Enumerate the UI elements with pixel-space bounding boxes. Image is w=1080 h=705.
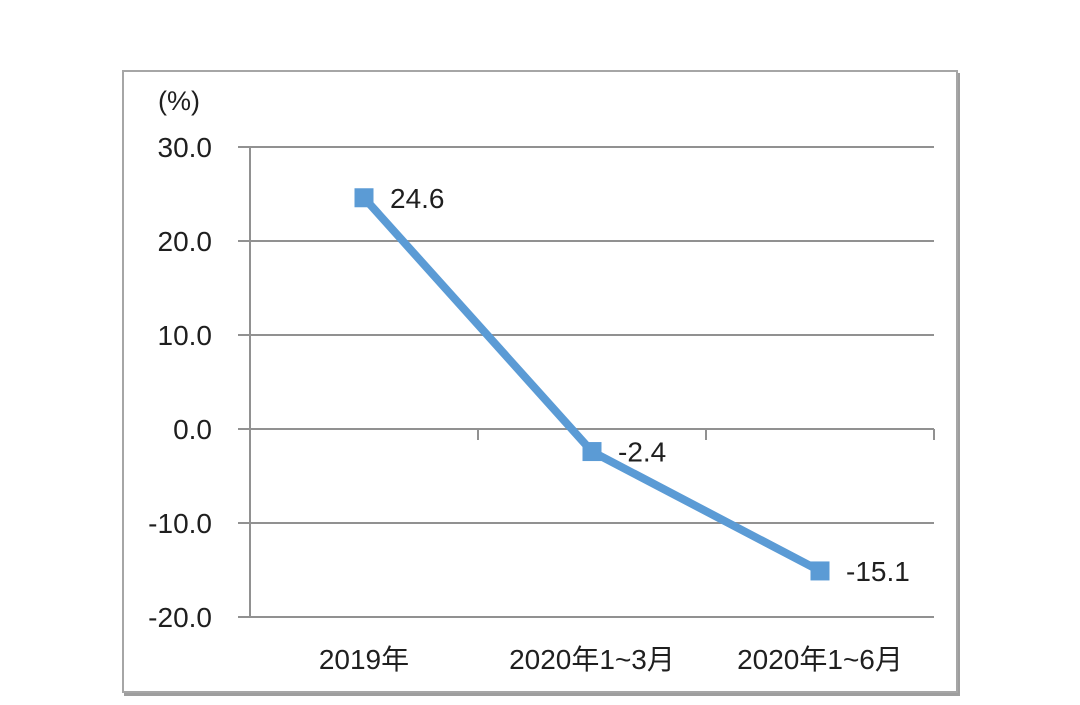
y-axis-unit-label: (%) [158, 86, 200, 116]
y-tick-label: 10.0 [158, 320, 213, 351]
series-line [360, 193, 824, 575]
data-point-marker [810, 561, 830, 581]
x-category-label: 2019年 [319, 644, 409, 675]
y-tick-label: 30.0 [158, 132, 213, 163]
y-tick-label: 20.0 [158, 226, 213, 257]
chart-frame: (%) 30.0 20.0 10.0 0.0 -10.0 -20.0 2019年 2020年1… [122, 70, 958, 693]
data-label: -2.4 [618, 437, 666, 468]
y-tick-label: -20.0 [148, 602, 212, 633]
y-tick-label: 0.0 [173, 414, 212, 445]
y-tick-label: -10.0 [148, 508, 212, 539]
data-point-marker [354, 188, 374, 208]
x-category-label: 2020年1~6月 [737, 644, 903, 675]
data-label: -15.1 [846, 556, 910, 587]
data-label: 24.6 [390, 183, 445, 214]
x-category-label: 2020年1~3月 [509, 644, 675, 675]
line-chart: 30.0 20.0 10.0 0.0 -10.0 -20.0 2019年 2020年1~3月 2… [148, 132, 935, 675]
data-point-marker [582, 442, 602, 462]
